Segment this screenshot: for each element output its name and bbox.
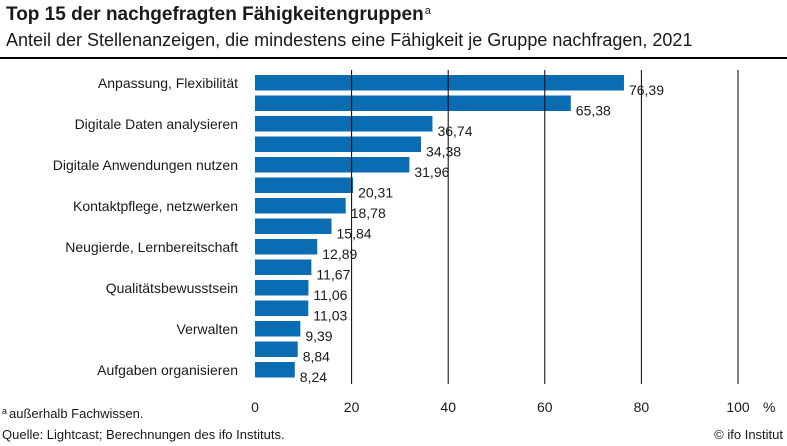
- data-label: 65,38: [576, 102, 611, 118]
- category-label: Verwalten: [177, 321, 238, 337]
- bar: [255, 321, 301, 337]
- bar: [255, 259, 312, 275]
- data-label: 11,03: [313, 307, 347, 323]
- bar: [255, 95, 571, 111]
- x-tick-label: 40: [440, 399, 456, 415]
- footnote-marker: a: [2, 406, 8, 416]
- data-label: 11,06: [313, 287, 347, 303]
- x-unit-label: %: [763, 399, 775, 415]
- data-label: 76,39: [629, 82, 664, 98]
- bar: [255, 362, 295, 378]
- data-label: 18,78: [351, 205, 386, 221]
- category-label: Kontaktpflege, netzwerken: [73, 198, 238, 214]
- data-label: 20,31: [358, 184, 393, 200]
- x-tick-label: 60: [537, 399, 553, 415]
- data-label: 15,84: [337, 225, 372, 241]
- x-tick-label: 20: [344, 399, 360, 415]
- bar: [255, 218, 332, 234]
- bar: [255, 157, 410, 173]
- title-rule: [0, 57, 787, 59]
- data-label: 36,74: [437, 123, 472, 139]
- category-label: Qualitätsbewusstsein: [106, 280, 238, 296]
- footnote: a außerhalb Fachwissen.: [2, 406, 143, 421]
- source-note: Quelle: Lightcast; Berechnungen des ifo …: [2, 427, 285, 442]
- bar: [255, 136, 422, 152]
- data-label: 8,24: [300, 369, 327, 385]
- bar: [255, 177, 354, 193]
- bar: [255, 239, 318, 255]
- chart-subtitle: Anteil der Stellenanzeigen, die mindeste…: [6, 30, 693, 50]
- bar: [255, 280, 309, 296]
- data-label: 11,67: [316, 266, 350, 282]
- category-label: Digitale Anwendungen nutzen: [53, 157, 238, 173]
- data-label: 12,89: [322, 246, 357, 262]
- category-label: Digitale Daten analysieren: [75, 116, 238, 132]
- category-label: Anpassung, Flexibilität: [98, 75, 238, 91]
- bar: [255, 300, 309, 316]
- data-label: 9,39: [305, 328, 332, 344]
- category-label: Neugierde, Lernbereitschaft: [65, 239, 238, 255]
- x-tick-label: 80: [634, 399, 650, 415]
- chart-title-text: Top 15 der nachgefragten Fähigkeitengrup…: [6, 4, 424, 25]
- footnote-text: außerhalb Fachwissen.: [9, 406, 144, 421]
- title-footnote-marker: a: [424, 5, 431, 17]
- x-tick-label: 100: [726, 399, 750, 415]
- bar: [255, 341, 298, 357]
- copyright-credit: © ifo Institut: [714, 427, 783, 442]
- bar: [255, 75, 624, 91]
- data-label: 31,96: [414, 164, 449, 180]
- data-label: 8,84: [303, 348, 330, 364]
- bar: [255, 116, 433, 132]
- category-label: Aufgaben organisieren: [97, 362, 238, 378]
- chart-title: Top 15 der nachgefragten Fähigkeitengrup…: [6, 4, 431, 26]
- x-tick-label: 0: [251, 399, 259, 415]
- bar: [255, 198, 346, 214]
- data-label: 34,38: [426, 143, 461, 159]
